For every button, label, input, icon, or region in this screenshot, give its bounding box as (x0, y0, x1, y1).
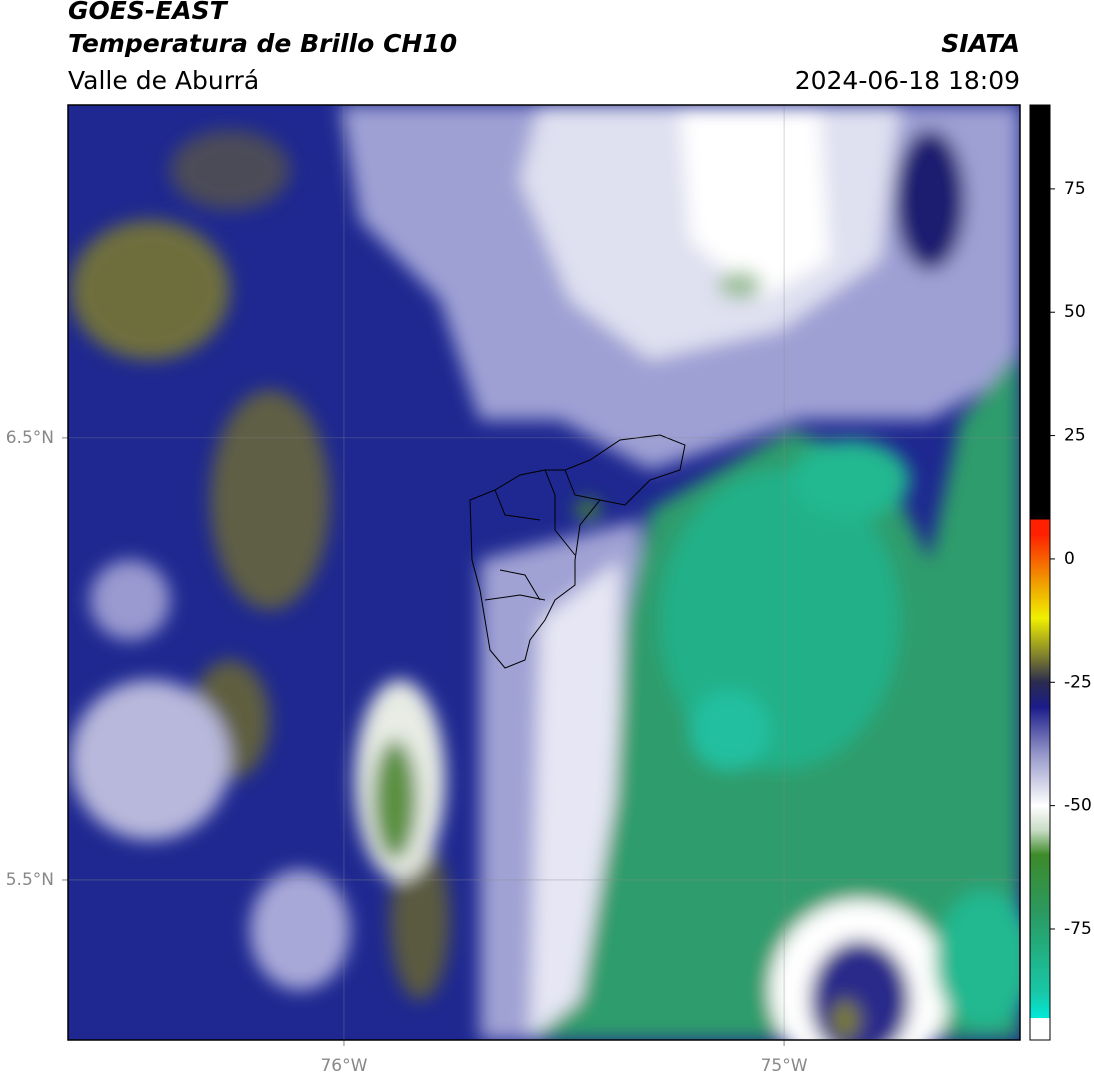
title: GOES-EAST (68, 0, 229, 25)
colorbar-tick-label: -50 (1064, 796, 1092, 816)
colorbar: 75 50 25 0 -25 -50 -75 (1029, 104, 1092, 1041)
graticule: 76°W 75°W 6.5°N 5.5°N (6, 105, 1020, 1076)
y-tick-label: 5.5°N (6, 870, 54, 890)
region: Valle de Aburrá (68, 66, 259, 95)
datetime: 2024-06-18 18:09 (795, 66, 1020, 95)
colorbar-tick-label: 0 (1064, 549, 1075, 569)
y-tick-label: 6.5°N (6, 428, 54, 448)
x-tick-label: 75°W (761, 1056, 808, 1076)
map-frame (67, 104, 1021, 1041)
colorbar-tick-label: 75 (1064, 179, 1086, 199)
colorbar-tick-label: -25 (1064, 672, 1092, 692)
colorbar-tick-label: 25 (1064, 426, 1086, 446)
source: SIATA (941, 29, 1020, 58)
x-tick-label: 76°W (320, 1056, 367, 1076)
municipal-boundaries (469, 434, 686, 669)
colorbar-tick-label: -75 (1064, 919, 1092, 939)
colorbar-tick-label: 50 (1064, 302, 1086, 322)
satellite-image (68, 105, 1020, 1040)
colorbar-fill (1029, 104, 1051, 1041)
subtitle: Temperatura de Brillo CH10 (68, 29, 457, 58)
